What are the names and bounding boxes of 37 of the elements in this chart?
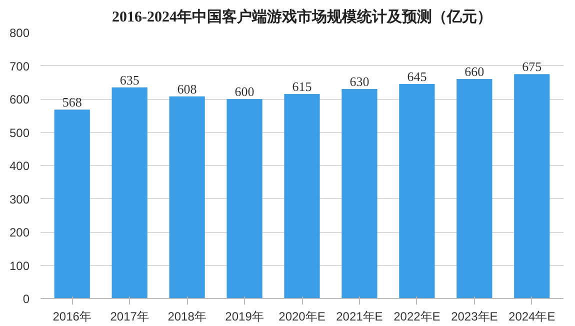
x-tick-label: 2022年E (394, 310, 440, 324)
chart-title: 2016-2024年中国客户端游戏市场规模统计及预测（亿元） (112, 8, 492, 26)
y-tick-label: 700 (9, 59, 30, 74)
bar (284, 94, 320, 298)
data-label: 675 (522, 59, 542, 74)
x-tick-label: 2023年E (451, 310, 498, 324)
bar (456, 79, 492, 298)
bar (342, 89, 378, 298)
x-tick-label: 2020年E (278, 310, 326, 324)
y-tick-label: 400 (9, 159, 30, 173)
y-tick-label: 0 (22, 292, 30, 306)
data-label: 660 (464, 64, 484, 80)
x-tick-label: 2016年 (52, 310, 92, 324)
y-tick-label: 500 (9, 126, 30, 140)
data-label: 635 (120, 72, 140, 88)
data-label: 608 (177, 81, 197, 96)
bar (226, 99, 262, 298)
y-tick-label: 200 (9, 226, 30, 240)
y-tick-label: 100 (9, 258, 30, 273)
data-label: 600 (234, 84, 254, 99)
x-tick-label: 2018年 (168, 310, 206, 324)
y-tick-label: 800 (9, 26, 30, 40)
x-tick-label: 2017年 (110, 310, 149, 324)
x-tick-label: 2019年 (225, 310, 264, 324)
bar (169, 96, 205, 298)
x-tick-label: 2021年E (336, 310, 383, 324)
y-tick-label: 300 (9, 192, 30, 206)
bar (112, 87, 148, 298)
bar (514, 74, 550, 298)
y-tick-label: 600 (9, 92, 30, 106)
bar (54, 110, 90, 298)
x-tick-label: 2024年E (508, 310, 556, 324)
data-label: 615 (292, 79, 312, 94)
bar (399, 84, 435, 298)
data-label: 568 (62, 94, 82, 110)
data-label: 645 (407, 69, 427, 84)
data-label: 630 (350, 74, 370, 90)
